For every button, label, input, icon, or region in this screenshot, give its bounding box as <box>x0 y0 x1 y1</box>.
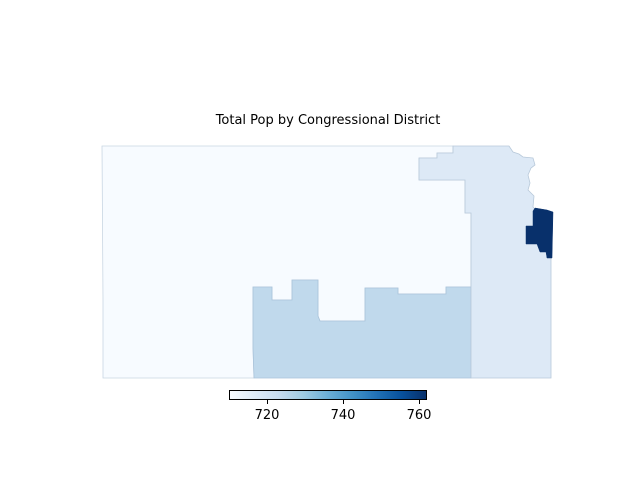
map-title: Total Pop by Congressional District <box>215 113 441 128</box>
colorbar-tick-label: 740 <box>330 408 356 423</box>
district-urban[interactable] <box>525 207 554 259</box>
colorbar-gradient <box>229 390 427 400</box>
colorbar-tick <box>419 400 420 404</box>
colorbar-tick-label: 760 <box>406 408 432 423</box>
colorbar-tick <box>343 400 344 404</box>
colorbar-tick-label: 720 <box>254 408 280 423</box>
colorbar-tick <box>267 400 268 404</box>
